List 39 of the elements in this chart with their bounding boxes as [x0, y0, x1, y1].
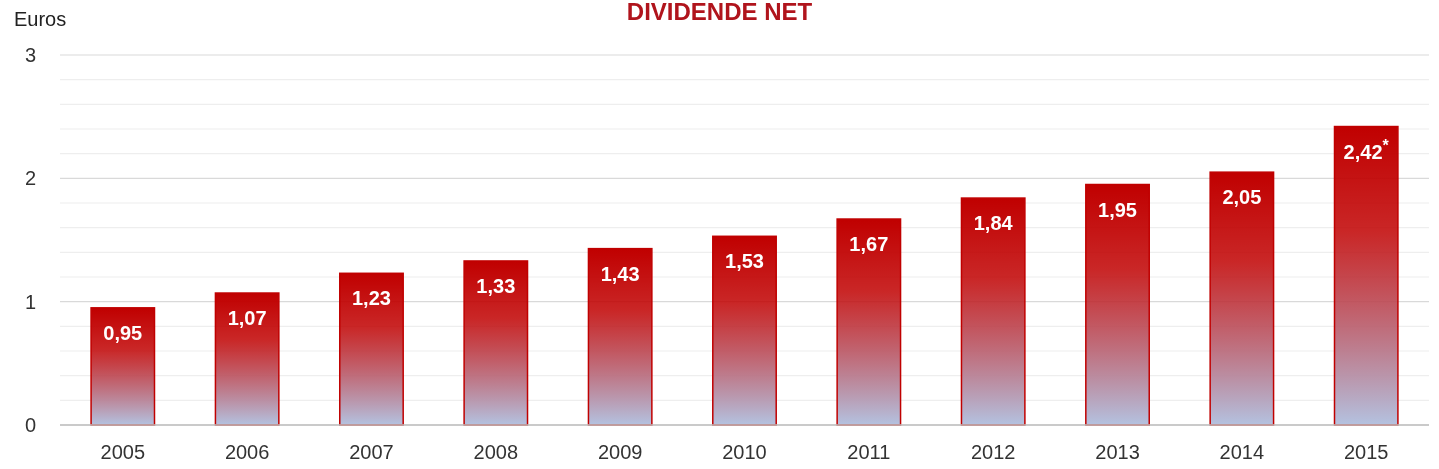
x-tick-label: 2013 [1095, 441, 1140, 463]
bar [836, 218, 902, 426]
data-label: 1,53 [725, 250, 764, 273]
bar [214, 292, 280, 426]
y-tick-label: 1 [24, 290, 36, 313]
x-tick-label: 2007 [349, 441, 394, 463]
x-tick-label: 2012 [970, 441, 1016, 463]
x-tick-label: 2015 [1343, 441, 1389, 463]
chart-title: DIVIDENDE NET [626, 0, 813, 25]
y-tick-label: 2 [24, 167, 36, 190]
data-label: 1,33 [476, 274, 516, 297]
bar [712, 235, 777, 426]
data-label: 1,23 [352, 287, 391, 310]
x-tick-label: 2014 [1219, 441, 1265, 463]
data-label: 1,07 [227, 307, 267, 330]
bar [339, 272, 404, 426]
x-tick-label: 2006 [224, 441, 270, 463]
y-axis-title: Euros [14, 8, 67, 30]
x-tick-label: 2005 [100, 441, 146, 463]
bar [90, 307, 156, 426]
x-tick-label: 2011 [847, 441, 891, 463]
data-label: 0,95 [103, 321, 143, 344]
data-label: 2,05 [1222, 186, 1262, 209]
y-tick-label: 0 [24, 414, 36, 436]
data-label: 1,84 [973, 212, 1014, 235]
bar [960, 197, 1026, 426]
bar [1209, 171, 1275, 426]
bar [1085, 183, 1150, 426]
y-tick-label: 3 [24, 44, 36, 66]
data-label: 1,67 [849, 233, 889, 256]
x-tick-label: 2010 [722, 441, 767, 463]
x-tick-label: 2008 [473, 441, 519, 463]
data-label: 1,43 [600, 262, 640, 285]
bar [1333, 125, 1399, 426]
data-label: 1,95 [1098, 198, 1137, 221]
bar [587, 247, 653, 426]
bar [463, 260, 529, 426]
data-label: 2,42$^{*}$ [1343, 136, 1390, 163]
x-tick-label: 2009 [597, 441, 643, 463]
